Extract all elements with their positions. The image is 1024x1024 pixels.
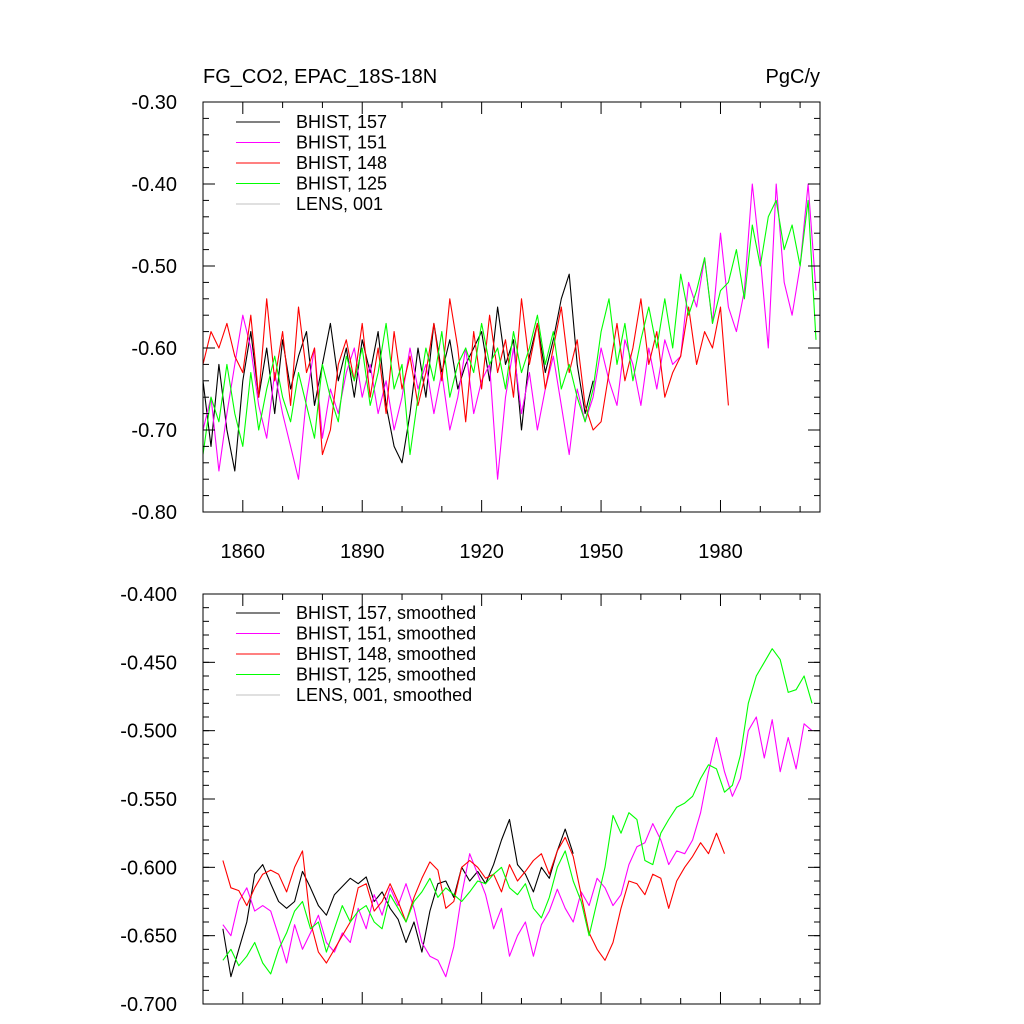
y-tick-label: -0.60 bbox=[131, 338, 177, 360]
axes-layer: -0.400 -0.450 -0.500 -0.550 -0.600 -0.650 -0.7… bbox=[120, 584, 821, 1016]
legend-label: BHIST, 125, smoothed bbox=[296, 665, 476, 685]
x-tick-label: 1980 bbox=[698, 541, 743, 563]
y-tick-label: -0.650 bbox=[120, 926, 177, 948]
legend-label: BHIST, 148, smoothed bbox=[296, 644, 476, 664]
legend-label: BHIST, 125 bbox=[296, 174, 387, 194]
y-tick-label: -0.50 bbox=[131, 256, 177, 278]
series-line-0 bbox=[222, 818, 574, 978]
series-layer bbox=[222, 648, 813, 978]
legend-label: BHIST, 151 bbox=[296, 133, 387, 153]
legend-label: LENS, 001 bbox=[296, 194, 383, 214]
series-line-2 bbox=[222, 832, 726, 964]
y-tick-label: -0.500 bbox=[120, 721, 177, 743]
y-tick-label: -0.70 bbox=[131, 420, 177, 442]
y-tick-label: -0.400 bbox=[120, 584, 177, 606]
legend-label: BHIST, 157, smoothed bbox=[296, 603, 476, 623]
legend-label: BHIST, 151, smoothed bbox=[296, 624, 476, 644]
x-tick-label: 1890 bbox=[340, 541, 385, 563]
series-line-2 bbox=[202, 298, 729, 456]
x-tick-label: 1920 bbox=[459, 541, 504, 563]
legend-label: BHIST, 157 bbox=[296, 112, 387, 132]
series-line-3 bbox=[202, 199, 817, 456]
series-layer bbox=[202, 183, 817, 480]
legend-label: BHIST, 148 bbox=[296, 153, 387, 173]
y-tick-label: -0.700 bbox=[120, 994, 177, 1016]
y-tick-label: -0.600 bbox=[120, 857, 177, 879]
series-line-1 bbox=[222, 716, 813, 978]
series-line-1 bbox=[202, 183, 817, 480]
y-tick-label: -0.80 bbox=[131, 502, 177, 524]
x-tick-label: 1950 bbox=[579, 541, 624, 563]
y-tick-label: -0.30 bbox=[131, 92, 177, 114]
plot-frame bbox=[202, 101, 821, 513]
bottom-panel: -0.400 -0.450 -0.500 -0.550 -0.600 -0.650 -0.7… bbox=[120, 584, 821, 1016]
y-tick-label: -0.450 bbox=[120, 652, 177, 674]
top-panel: FG_CO2, EPAC_18S-18N PgC/y 1860 1890 1920 1… bbox=[131, 66, 821, 563]
series-line-0 bbox=[202, 273, 594, 472]
x-tick-label: 1860 bbox=[221, 541, 266, 563]
y-tick-label: -0.550 bbox=[120, 789, 177, 811]
series-line-3 bbox=[222, 648, 813, 975]
y-tick-label: -0.40 bbox=[131, 174, 177, 196]
chart-title: FG_CO2, EPAC_18S-18N bbox=[203, 66, 437, 88]
legend-label: LENS, 001, smoothed bbox=[296, 685, 472, 705]
axes-layer: 1860 1890 1920 1950 1980 -0.30 -0.40 -0.50 -0.60… bbox=[131, 92, 821, 563]
units-label: PgC/y bbox=[766, 66, 820, 88]
